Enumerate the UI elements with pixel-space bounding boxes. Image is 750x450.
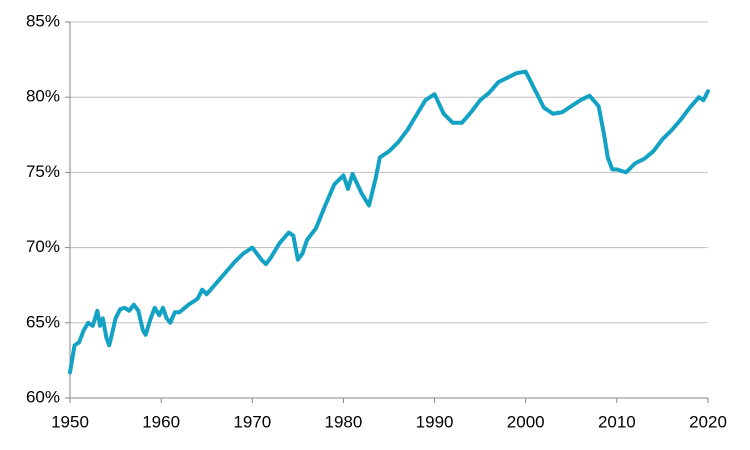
x-tick-label: 1990 [416, 412, 454, 431]
x-tick-label: 2020 [689, 412, 727, 431]
y-tick-label: 85% [26, 11, 60, 30]
x-tick-label: 2010 [598, 412, 636, 431]
y-tick-label: 80% [26, 87, 60, 106]
x-tick-label: 1950 [51, 412, 89, 431]
x-tick-label: 1960 [142, 412, 180, 431]
x-tick-label: 2000 [507, 412, 545, 431]
x-tick-label: 1970 [233, 412, 271, 431]
y-tick-label: 65% [26, 312, 60, 331]
y-tick-label: 60% [26, 387, 60, 406]
x-tick-label: 1980 [325, 412, 363, 431]
y-tick-label: 75% [26, 162, 60, 181]
y-tick-label: 70% [26, 237, 60, 256]
line [68, 69, 710, 375]
